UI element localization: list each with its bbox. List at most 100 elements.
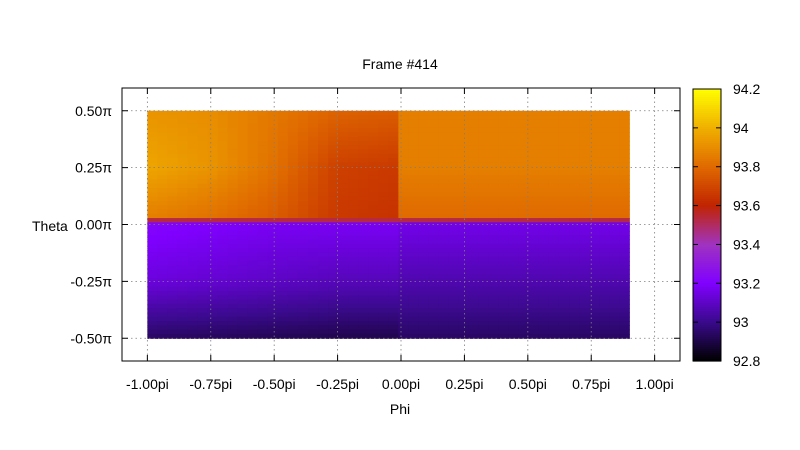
heatmap-cell <box>378 209 389 215</box>
heatmap-cell <box>448 226 460 232</box>
heatmap-cell <box>277 213 289 219</box>
heatmap-cell <box>619 269 630 275</box>
heatmap-cell <box>508 260 520 266</box>
heatmap-cell <box>448 243 460 249</box>
heatmap-cell <box>358 179 369 185</box>
heatmap-cell <box>548 260 560 266</box>
heatmap-cell <box>448 162 460 168</box>
heatmap-cell <box>508 248 520 253</box>
heatmap-cell <box>207 278 219 284</box>
heatmap-cell <box>488 170 500 176</box>
heatmap-cell <box>207 230 219 236</box>
heatmap-cell <box>579 218 590 223</box>
heatmap-cell <box>528 179 540 185</box>
heatmap-cell <box>358 188 369 193</box>
heatmap-cell <box>328 333 339 339</box>
heatmap-cell <box>227 170 239 176</box>
heatmap-cell <box>328 308 339 314</box>
heatmap-cell <box>528 226 540 232</box>
heatmap-cell <box>197 333 209 339</box>
heatmap-cell <box>448 321 460 326</box>
heatmap-cell <box>619 333 630 339</box>
heatmap-cell <box>328 252 339 258</box>
heatmap-cell <box>599 282 610 288</box>
heatmap-cell <box>428 153 440 159</box>
heatmap-cell <box>297 291 309 296</box>
heatmap-cell <box>217 149 229 155</box>
heatmap-cell <box>348 140 359 146</box>
heatmap-cell <box>538 110 550 116</box>
heatmap-cell <box>267 196 279 202</box>
heatmap-cell <box>358 222 369 228</box>
heatmap-cell <box>378 188 389 193</box>
heatmap-cell <box>247 166 259 172</box>
heatmap-cell <box>207 303 219 309</box>
heatmap-cell <box>368 273 379 279</box>
heatmap-cell <box>388 188 399 193</box>
heatmap-cell <box>267 200 279 206</box>
heatmap-cell <box>458 260 470 266</box>
heatmap-cell <box>358 205 369 211</box>
heatmap-cell <box>287 213 299 219</box>
heatmap-cell <box>187 196 199 202</box>
colorbar-segment <box>693 103 721 106</box>
heatmap-cell <box>398 226 409 232</box>
heatmap-cell <box>277 196 289 202</box>
heatmap-cell <box>508 127 520 133</box>
heatmap-cell <box>177 192 189 198</box>
heatmap-cell <box>548 218 560 223</box>
heatmap-cell <box>348 243 359 249</box>
heatmap-cell <box>318 166 329 172</box>
heatmap-cell <box>538 312 550 318</box>
heatmap-cell <box>619 115 630 120</box>
heatmap-cell <box>388 333 399 339</box>
heatmap-cell <box>287 192 299 198</box>
heatmap-cell <box>498 325 510 331</box>
heatmap-cell <box>589 299 600 305</box>
heatmap-cell <box>498 248 510 253</box>
heatmap-cell <box>579 119 590 125</box>
heatmap-cell <box>498 329 510 335</box>
heatmap-cell <box>227 175 239 181</box>
heatmap-cell <box>558 273 570 279</box>
heatmap-cell <box>217 170 229 176</box>
heatmap-cell <box>177 115 189 120</box>
colorbar-segment <box>693 223 721 226</box>
heatmap-cell <box>558 153 570 159</box>
heatmap-cell <box>488 329 500 335</box>
heatmap-cell <box>378 132 389 138</box>
heatmap-cell <box>558 218 570 223</box>
heatmap-cell <box>478 136 490 142</box>
heatmap-cell <box>308 213 319 219</box>
heatmap-cell <box>478 252 490 258</box>
heatmap-cell <box>599 321 610 326</box>
heatmap-cell <box>388 295 399 301</box>
heatmap-cell <box>267 273 279 279</box>
heatmap-cell <box>338 299 349 305</box>
heatmap-cell <box>177 291 189 296</box>
heatmap-cell <box>197 308 209 314</box>
heatmap-cell <box>599 209 610 215</box>
heatmap-cell <box>358 218 369 223</box>
heatmap-cell <box>187 119 199 125</box>
heatmap-cell <box>247 145 259 150</box>
heatmap-cell <box>207 127 219 133</box>
heatmap-cell <box>348 209 359 215</box>
heatmap-cell <box>308 321 319 326</box>
heatmap-cell <box>207 145 219 150</box>
heatmap-cell <box>488 278 500 284</box>
heatmap-cell <box>569 291 580 296</box>
heatmap-cell <box>227 153 239 159</box>
heatmap-cell <box>579 286 590 292</box>
heatmap-cell <box>569 295 580 301</box>
heatmap-cell <box>508 183 520 189</box>
heatmap-cell <box>297 278 309 284</box>
heatmap-cell <box>267 140 279 146</box>
heatmap-cell <box>187 222 199 228</box>
heatmap-cell <box>609 145 620 150</box>
heatmap-cell <box>368 136 379 142</box>
heatmap-cell <box>619 183 630 189</box>
heatmap-cell <box>348 162 359 168</box>
heatmap-cell <box>579 162 590 168</box>
heatmap-cell <box>558 286 570 292</box>
